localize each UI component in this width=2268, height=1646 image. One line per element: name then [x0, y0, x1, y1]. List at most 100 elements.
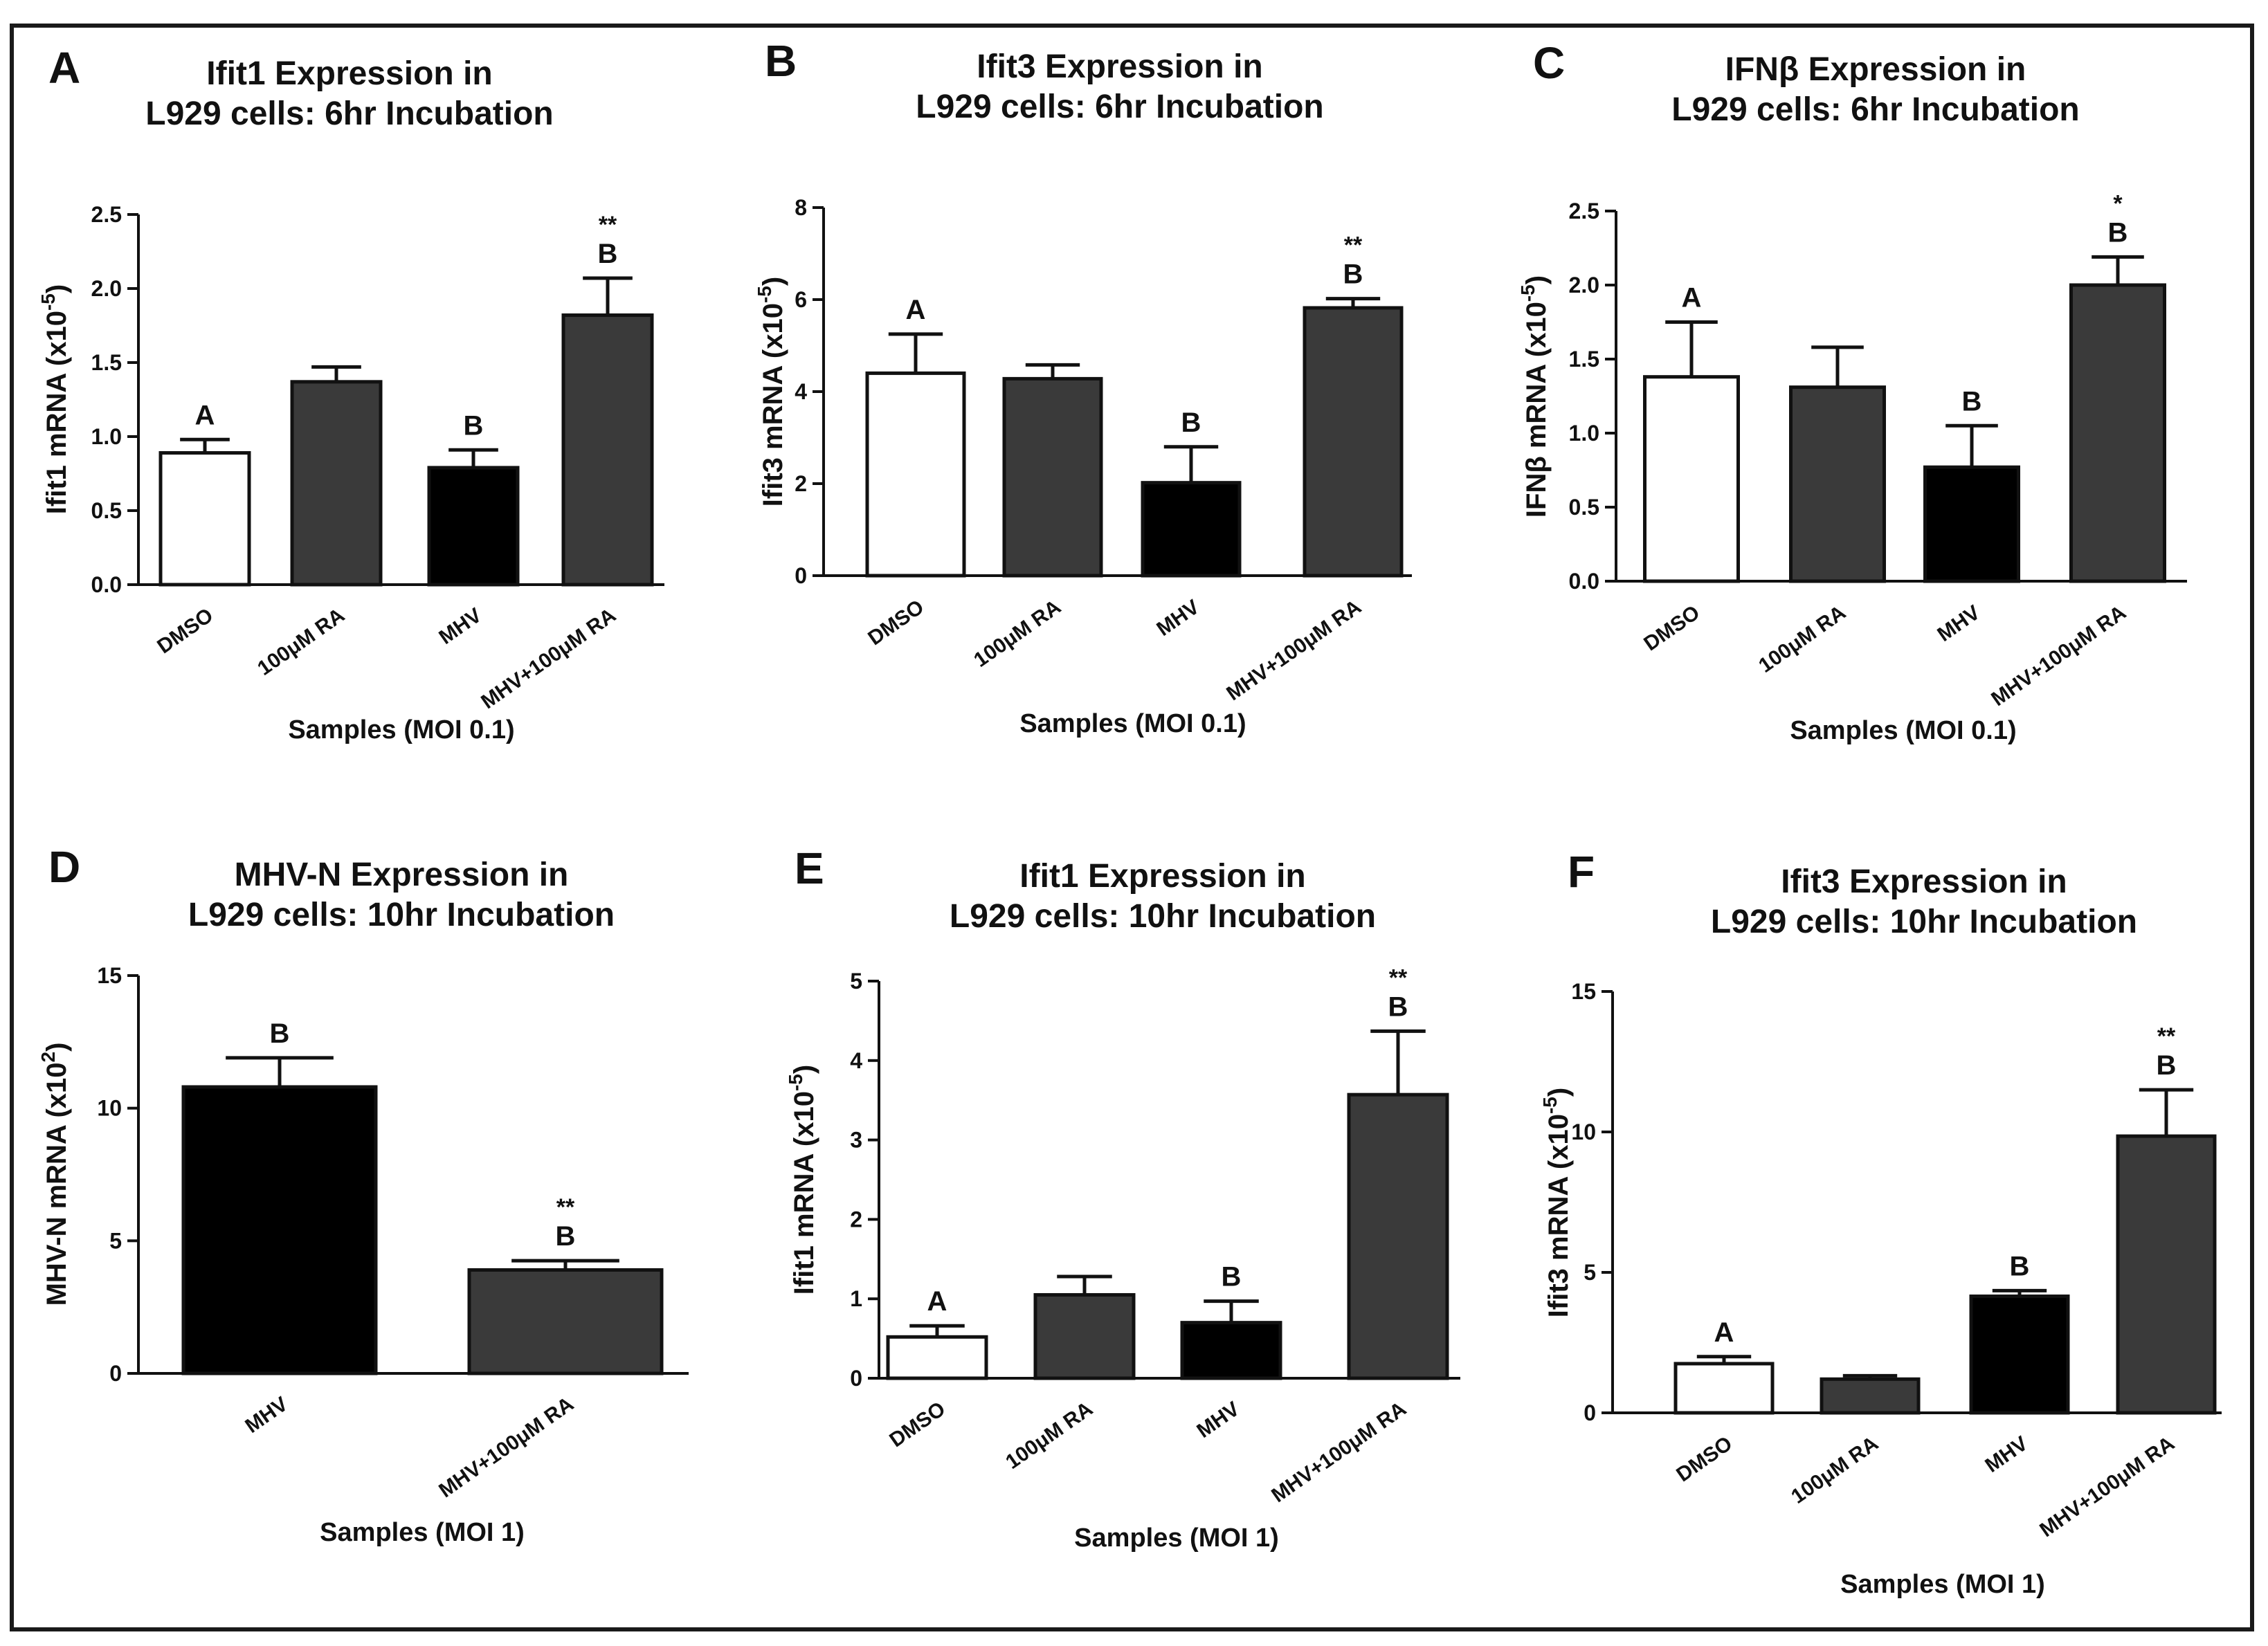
bar-mhv-100-m-ra — [467, 1268, 664, 1375]
bar-dmso — [158, 451, 251, 587]
bar-100-m-ra — [290, 380, 383, 587]
x-axis-label: Samples (MOI 1) — [1840, 1570, 2045, 1599]
significance-letter: A — [195, 400, 215, 430]
y-axis-label: Ifit1 mRNA (x10-5) — [785, 1065, 819, 1295]
panel-letter-e: E — [795, 843, 824, 893]
chart-title-line-1: Ifit1 Expression in — [206, 55, 492, 92]
chart-title-line-1: IFNβ Expression in — [1725, 51, 2026, 88]
bar-mhv-100-m-ra — [2116, 1134, 2217, 1415]
chart-title-line-2: L929 cells: 6hr Incubation — [916, 89, 1324, 125]
significance-stars: ** — [2157, 1023, 2176, 1050]
bar-mhv — [1180, 1321, 1282, 1380]
x-tick-label: MHV+100μM RA — [1222, 596, 1366, 706]
x-tick-label: DMSO — [1640, 601, 1704, 656]
y-tick-label: 5 — [850, 969, 862, 994]
y-tick-label: 1 — [850, 1286, 862, 1311]
panel-letter-a: A — [48, 43, 80, 93]
significance-letter: B — [598, 239, 618, 269]
x-tick-label: MHV+100μM RA — [2035, 1432, 2179, 1542]
bar-100-m-ra — [1033, 1292, 1136, 1380]
bar-mhv — [1141, 481, 1242, 578]
significance-letter: A — [1682, 283, 1702, 313]
x-tick-label: DMSO — [885, 1398, 950, 1452]
y-tick-label: 6 — [795, 287, 807, 312]
y-tick-label: 0.0 — [1569, 569, 1599, 594]
x-tick-label: 100μM RA — [970, 596, 1065, 672]
chart-title-line-2: L929 cells: 10hr Incubation — [950, 898, 1376, 935]
bar-100-m-ra — [1820, 1377, 1921, 1415]
chart-title-line-1: MHV-N Expression in — [235, 857, 569, 893]
chart-title-line-1: Ifit3 Expression in — [977, 48, 1262, 85]
y-axis-label: IFNβ mRNA (x10-5) — [1517, 275, 1552, 518]
chart-title-line-2: L929 cells: 10hr Incubation — [1711, 904, 2137, 940]
y-tick-label: 10 — [97, 1096, 122, 1121]
y-tick-label: 0.5 — [91, 498, 122, 523]
significance-stars: ** — [1389, 964, 1408, 991]
x-tick-label: 100μM RA — [253, 604, 349, 680]
x-tick-label: 100μM RA — [1787, 1432, 1883, 1508]
bar-dmso — [886, 1335, 988, 1380]
y-tick-label: 0 — [109, 1361, 122, 1386]
bar-dmso — [1643, 375, 1740, 583]
x-axis-label: Samples (MOI 0.1) — [1019, 709, 1246, 738]
significance-stars: ** — [599, 212, 617, 238]
y-tick-label: 2 — [795, 471, 807, 496]
significance-letter: B — [464, 410, 484, 441]
bar-mhv-100-m-ra — [561, 313, 654, 587]
panel-letter-f: F — [1568, 847, 1595, 897]
y-tick-label: 1.0 — [1569, 421, 1599, 446]
x-tick-label: DMSO — [153, 604, 217, 659]
significance-letter: B — [1343, 259, 1363, 290]
x-tick-label: MHV — [435, 604, 486, 649]
y-tick-label: 1.5 — [91, 350, 122, 375]
bar-mhv-100-m-ra — [1347, 1092, 1449, 1380]
y-tick-label: 2.5 — [91, 202, 122, 227]
y-tick-label: 0 — [795, 563, 807, 588]
y-axis-label: Ifit3 mRNA (x10-5) — [1539, 1088, 1574, 1317]
y-tick-label: 2.0 — [91, 276, 122, 301]
x-tick-label: MHV — [1192, 1398, 1244, 1443]
significance-letter: A — [927, 1286, 947, 1317]
significance-letter: B — [1388, 991, 1408, 1022]
chart-title-line-1: Ifit3 Expression in — [1781, 863, 2067, 900]
x-tick-label: DMSO — [1672, 1432, 1736, 1487]
x-axis-label: Samples (MOI 1) — [320, 1518, 525, 1547]
bar-dmso — [1673, 1362, 1775, 1415]
bar-dmso — [865, 371, 966, 578]
bar-100-m-ra — [1789, 385, 1886, 583]
y-tick-label: 8 — [795, 195, 807, 220]
y-axis-label: Ifit3 mRNA (x10-5) — [754, 277, 788, 506]
y-tick-label: 0 — [1584, 1400, 1596, 1425]
bar-100-m-ra — [1002, 376, 1103, 578]
figure-frame — [10, 24, 2254, 1631]
significance-letter: A — [906, 295, 926, 325]
x-tick-label: MHV — [1981, 1432, 2032, 1477]
y-tick-label: 2.5 — [1569, 199, 1599, 223]
y-tick-label: 0.0 — [91, 572, 122, 597]
y-tick-label: 0.5 — [1569, 495, 1599, 520]
significance-stars: ** — [1344, 232, 1363, 259]
y-tick-label: 1.5 — [1569, 347, 1599, 372]
y-tick-label: 0 — [850, 1366, 862, 1391]
panel-letter-b: B — [765, 36, 797, 86]
x-tick-label: MHV+100μM RA — [477, 604, 620, 714]
significance-letter: A — [1714, 1317, 1734, 1348]
x-tick-label: 100μM RA — [1754, 601, 1850, 677]
y-tick-label: 3 — [850, 1128, 862, 1153]
bar-mhv-100-m-ra — [2069, 283, 2166, 583]
y-tick-label: 15 — [1571, 979, 1596, 1004]
bar-mhv — [1923, 465, 2020, 583]
x-tick-label: MHV — [1152, 596, 1204, 641]
significance-letter: B — [270, 1018, 290, 1049]
x-axis-label: Samples (MOI 0.1) — [288, 715, 514, 744]
significance-letter: B — [2157, 1050, 2177, 1081]
x-tick-label: DMSO — [864, 596, 928, 650]
x-tick-label: MHV — [241, 1393, 292, 1438]
significance-letter: B — [556, 1221, 576, 1252]
significance-letter: B — [2108, 217, 2128, 248]
bar-mhv — [1969, 1295, 2070, 1415]
chart-title-line-2: L929 cells: 6hr Incubation — [1671, 91, 2080, 128]
